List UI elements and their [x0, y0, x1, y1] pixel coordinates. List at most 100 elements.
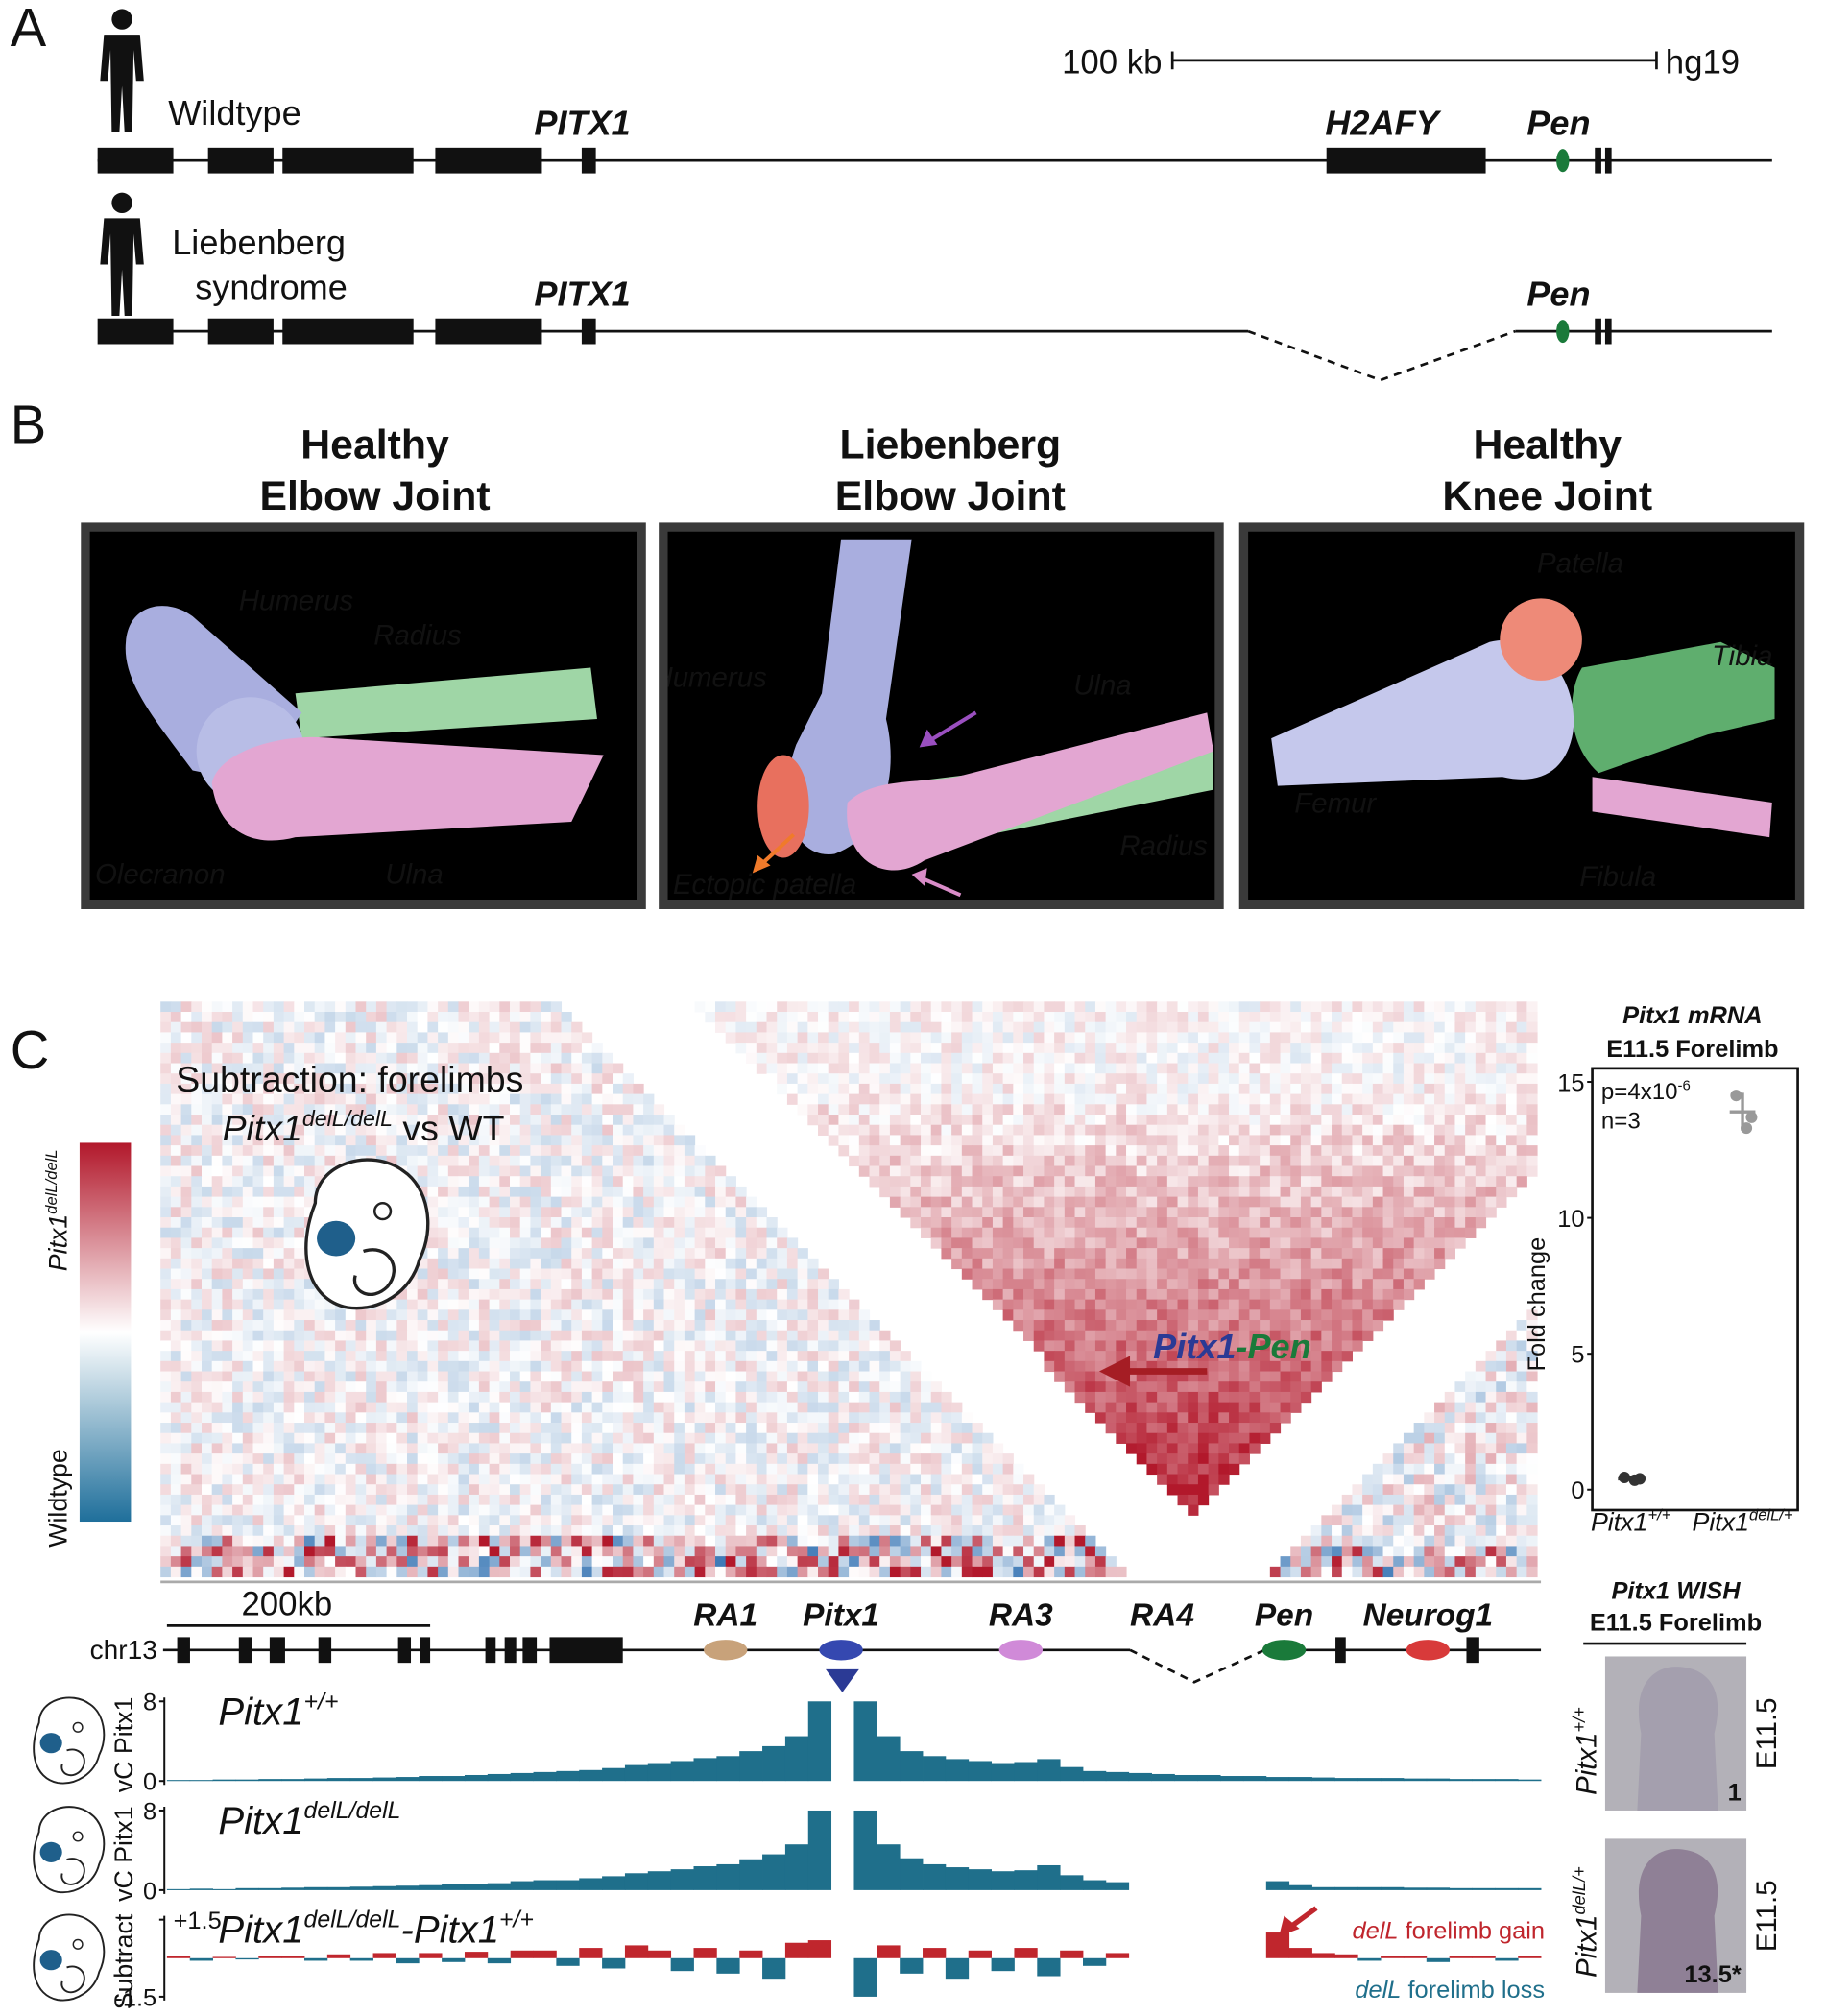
heatmap-cell: [901, 1064, 911, 1074]
heatmap-cell: [1383, 1207, 1394, 1217]
heatmap-cell: [1054, 1176, 1065, 1187]
heatmap-cell: [1137, 1001, 1147, 1012]
heatmap-cell: [1249, 1166, 1260, 1177]
heatmap-cell: [1332, 1300, 1342, 1310]
heatmap-cell: [746, 1197, 757, 1208]
heatmap-cell: [1095, 1012, 1106, 1022]
heatmap-cell: [1137, 1269, 1147, 1280]
heatmap-cell: [777, 1351, 787, 1361]
heatmap-cell: [1393, 1248, 1404, 1259]
heatmap-cell: [1526, 1145, 1537, 1156]
heatmap-cell: [602, 1259, 613, 1269]
heatmap-cell: [171, 1309, 181, 1320]
heatmap-cell: [1352, 1001, 1362, 1012]
heatmap-cell: [1281, 1012, 1291, 1022]
heatmap-cell: [160, 1073, 171, 1084]
heatmap-cell: [1445, 1228, 1455, 1238]
heatmap-cell: [726, 1361, 736, 1372]
heatmap-cell: [1465, 1115, 1476, 1125]
heatmap-cell: [160, 1392, 171, 1403]
heatmap-cell: [715, 1197, 726, 1208]
heatmap-cell: [602, 1064, 613, 1074]
heatmap-cell: [859, 1361, 870, 1372]
heatmap-cell: [993, 1187, 1003, 1197]
heatmap-cell: [418, 1022, 428, 1033]
heatmap-cell: [1424, 1423, 1434, 1433]
heatmap-cell: [1116, 1064, 1126, 1074]
heatmap-cell: [1044, 1248, 1054, 1259]
heatmap-cell: [1034, 1084, 1045, 1094]
heatmap-cell: [705, 1392, 715, 1403]
heatmap-cell: [1496, 1064, 1506, 1074]
heatmap-cell: [160, 1084, 171, 1094]
heatmap-cell: [191, 1022, 202, 1033]
heatmap-cell: [664, 1197, 675, 1208]
heatmap-cell: [1517, 1094, 1527, 1105]
heatmap-cell: [1404, 1248, 1414, 1259]
heatmap-cell: [1445, 1001, 1455, 1012]
heatmap-cell: [571, 1156, 582, 1166]
heatmap-cell: [859, 1331, 870, 1341]
heatmap-cell: [1260, 1064, 1270, 1074]
heatmap-cell: [1034, 1043, 1045, 1053]
heatmap-cell: [767, 1423, 778, 1433]
heatmap-cell: [1496, 1340, 1506, 1351]
heatmap-cell: [695, 1156, 706, 1166]
heatmap-cell: [931, 1392, 942, 1403]
heatmap-cell: [171, 1331, 181, 1341]
heatmap-cell: [643, 1433, 654, 1444]
heatmap-cell: [551, 1289, 562, 1300]
heatmap-cell: [1054, 1115, 1065, 1125]
heatmap-cell: [274, 1217, 284, 1228]
heatmap-cell: [890, 1084, 901, 1094]
heatmap-cell: [1496, 1361, 1506, 1372]
heatmap-cell: [551, 1064, 562, 1074]
heatmap-cell: [951, 1073, 962, 1084]
heatmap-cell: [1373, 1001, 1383, 1012]
heatmap-cell: [252, 1392, 263, 1403]
heatmap-cell: [1116, 1289, 1126, 1300]
heatmap-cell: [1496, 1073, 1506, 1084]
heatmap-cell: [757, 1001, 767, 1012]
heatmap-cell: [1054, 1259, 1065, 1269]
heatmap-cell: [1065, 1094, 1075, 1105]
heatmap-cell: [1260, 1001, 1270, 1012]
heatmap-cell: [1085, 1125, 1095, 1136]
heatmap-cell: [1404, 1259, 1414, 1269]
heatmap-cell: [1239, 1309, 1250, 1320]
heatmap-cell: [335, 1135, 346, 1145]
heatmap-cell: [396, 1412, 407, 1423]
heatmap-cell: [263, 1176, 274, 1187]
heatmap-cell: [324, 1403, 335, 1413]
heatmap-cell: [1003, 1053, 1014, 1064]
heatmap-cell: [643, 1423, 654, 1433]
heatmap-cell: [243, 1403, 253, 1413]
heatmap-cell: [252, 1412, 263, 1423]
heatmap-cell: [1209, 1289, 1219, 1300]
heatmap-cell: [530, 1412, 541, 1423]
heatmap-cell: [1188, 1289, 1198, 1300]
heatmap-cell: [202, 1115, 212, 1125]
heatmap-cell: [1332, 1135, 1342, 1145]
heatmap-cell: [232, 1248, 243, 1259]
heatmap-cell: [1218, 1115, 1229, 1125]
heatmap-cell: [921, 1135, 931, 1145]
heatmap-cell: [1157, 1289, 1167, 1300]
heatmap-cell: [829, 1073, 839, 1084]
heatmap-cell: [633, 1412, 643, 1423]
heatmap-cell: [1003, 1289, 1014, 1300]
heatmap-cell: [520, 1309, 531, 1320]
heatmap-cell: [1526, 1043, 1537, 1053]
heatmap-cell: [962, 1115, 973, 1125]
heatmap-cell: [1342, 1001, 1353, 1012]
heatmap-cell: [1424, 1012, 1434, 1022]
heatmap-cell: [757, 1361, 767, 1372]
heatmap-cell: [252, 1259, 263, 1269]
heatmap-cell: [838, 1012, 849, 1022]
heatmap-cell: [962, 1053, 973, 1064]
heatmap-cell: [222, 1340, 232, 1351]
heatmap-cell: [181, 1320, 192, 1331]
heatmap-cell: [510, 1392, 520, 1403]
heatmap-cell: [787, 1361, 798, 1372]
heatmap-cell: [263, 1423, 274, 1433]
